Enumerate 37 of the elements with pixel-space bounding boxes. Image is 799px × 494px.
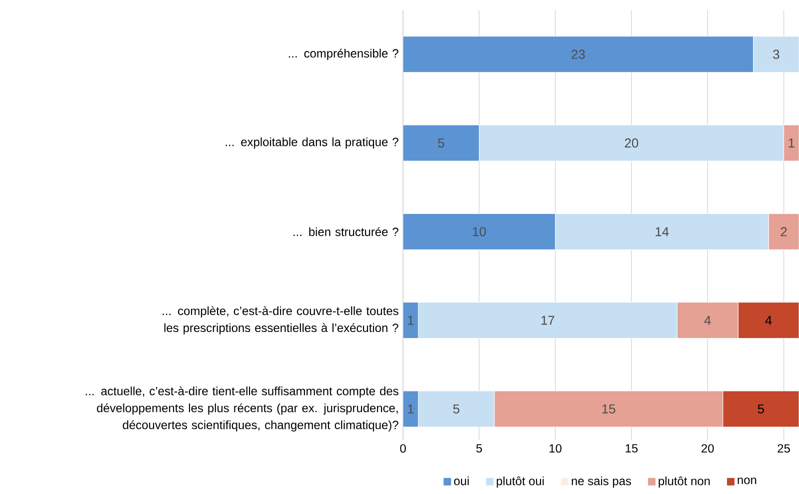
data-label: 23 [572,50,585,59]
y-tick-label: ... actuelle, c’est-à-dire tient-elle suffisamment compte des développements les plus récents (par ex. jurisprudence, découvertes scientifiques, changement climatique)? [86,386,398,432]
bar [403,302,418,339]
data-label: 2 [780,227,787,236]
x-tick-label: 15 [626,444,638,453]
x-tick-label: 0 [400,444,406,453]
x-tick-label: 20 [702,444,714,453]
x-tick-label: 25 [778,444,790,453]
y-tick-label: ... complète, c’est-à-dire couvre-t-elle toutes les prescriptions essentielles à l’exécution ? [162,306,398,334]
data-label: 3 [773,50,780,59]
bar [403,124,480,162]
x-tick-label: 10 [550,444,562,453]
y-tick-label: ... exploitable dans la pratique ? [226,137,398,149]
bar [403,36,754,73]
data-label: 1 [788,138,794,148]
data-label: 1 [408,404,414,414]
legend-label: ne sais pas [572,476,632,488]
bar [403,213,556,250]
data-label: 14 [656,227,669,236]
x-tick-label: 5 [476,444,482,453]
data-label: 15 [602,404,616,414]
data-label: 20 [624,138,638,148]
data-label: 10 [472,227,486,236]
data-label: 5 [453,404,460,414]
y-tick-label: ... compréhensible ? [288,48,398,60]
data-label: 17 [541,316,554,325]
data-label: 1 [408,316,414,325]
data-label: 4 [765,316,772,325]
legend-label: plutôt non [658,476,710,488]
data-label: 5 [438,138,444,148]
bar [403,390,418,428]
legend-label: plutôt oui [496,476,544,488]
data-label: 5 [758,404,764,414]
legend-label: oui [454,476,469,486]
y-tick-label: ... bien structurée ? [294,227,398,236]
data-label: 4 [704,316,711,325]
legend-label: non [738,478,756,484]
